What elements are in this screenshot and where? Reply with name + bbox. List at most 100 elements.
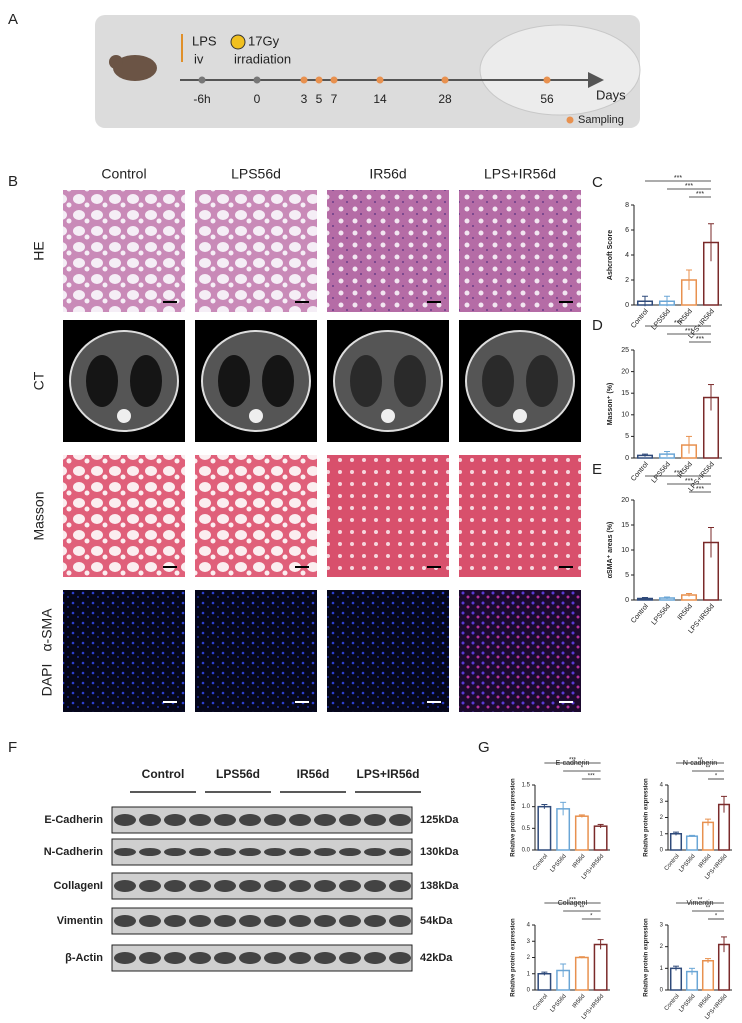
- significance-label: ***: [674, 470, 682, 477]
- bar: [593, 943, 608, 991]
- ct-body: [333, 330, 443, 432]
- ct-lung: [130, 355, 162, 407]
- irradiation-label: irradiation: [234, 51, 291, 66]
- bar: [701, 821, 715, 851]
- timepoint-label: -6h: [193, 92, 210, 106]
- significance-label: ***: [569, 758, 577, 764]
- y-tick-label: 2: [660, 944, 664, 950]
- ct-spine: [117, 409, 131, 423]
- blot-band: [389, 814, 411, 826]
- histology-image: [195, 590, 317, 712]
- blot-band: [239, 915, 261, 927]
- blot-band: [364, 848, 386, 856]
- ct-lung: [350, 355, 382, 407]
- column-label: LPS56d: [231, 166, 281, 182]
- significance-label: **: [706, 766, 711, 772]
- y-tick-label: 15: [621, 390, 629, 397]
- x-tick-label: Control: [532, 853, 549, 872]
- panel-label: E: [592, 461, 602, 478]
- y-tick-label: 1: [660, 831, 664, 837]
- y-tick-label: 0: [625, 455, 629, 462]
- blot-band: [264, 915, 286, 927]
- y-tick-label: 0.5: [522, 826, 531, 832]
- y-axis-label: Ashcroft Score: [607, 230, 614, 280]
- bar: [537, 973, 552, 991]
- blot-strip: [111, 838, 413, 866]
- column-label: LPS+IR56d: [484, 166, 556, 182]
- timepoint-label: 28: [438, 92, 452, 106]
- route-label: iv: [194, 51, 204, 66]
- size-label: 42kDa: [420, 952, 453, 964]
- blot-band: [289, 915, 311, 927]
- blot-band: [314, 848, 336, 856]
- x-tick-label: LPS56d: [550, 993, 568, 1013]
- timepoint-label: 3: [301, 92, 308, 106]
- row-label-sma: α-SMA: [39, 608, 55, 652]
- ct-lung: [86, 355, 118, 407]
- size-label: 125kDa: [420, 814, 459, 826]
- y-tick-label: 4: [625, 252, 629, 259]
- y-tick-label: 0: [660, 988, 664, 994]
- blot-band: [264, 952, 286, 964]
- column-label: IR56d: [369, 166, 406, 182]
- y-tick-label: 8: [625, 202, 629, 209]
- y-tick-label: 5: [625, 572, 629, 579]
- mouse-icon: [113, 55, 157, 81]
- blot-band: [289, 952, 311, 964]
- y-tick-label: 1.0: [522, 804, 531, 810]
- size-label: 138kDa: [420, 880, 459, 892]
- panel-label: F: [8, 739, 17, 756]
- x-tick-label: IR56d: [677, 603, 694, 622]
- y-tick-label: 4: [660, 783, 664, 789]
- y-tick-label: 3: [660, 799, 664, 805]
- blot-band: [339, 952, 361, 964]
- x-tick-label: LPS56d: [651, 461, 672, 485]
- row-label: CT: [31, 371, 47, 390]
- legend-dot: [566, 116, 574, 124]
- timepoint-dot: [330, 76, 338, 84]
- histology-image: [459, 455, 581, 577]
- histology-image: [459, 190, 581, 312]
- blot-band: [189, 814, 211, 826]
- blot-band: [239, 814, 261, 826]
- blot-band: [114, 814, 136, 826]
- blot-band: [164, 880, 186, 892]
- legend-label: Sampling: [578, 114, 624, 126]
- blot-band: [114, 880, 136, 892]
- significance-label: **: [698, 898, 703, 904]
- x-tick-label: LPS56d: [550, 853, 568, 873]
- significance-label: ***: [696, 336, 704, 343]
- blot-band: [339, 848, 361, 856]
- blot-band: [139, 915, 161, 927]
- blot-strip: [111, 806, 413, 834]
- y-tick-label: 25: [621, 347, 629, 354]
- y-tick-label: 15: [621, 522, 629, 529]
- x-tick-label: Control: [630, 603, 650, 625]
- y-tick-label: 1: [527, 971, 531, 977]
- blot-band: [364, 952, 386, 964]
- histology-image: [63, 455, 185, 577]
- y-tick-label: 3: [527, 939, 531, 945]
- blot-band: [214, 848, 236, 856]
- significance-label: **: [580, 906, 585, 912]
- y-tick-label: 3: [660, 923, 664, 929]
- blot-band: [289, 848, 311, 856]
- bar: [574, 956, 589, 991]
- timepoint-label: 56: [540, 92, 554, 106]
- ct-body: [201, 330, 311, 432]
- blot-band: [139, 814, 161, 826]
- protein-label: E-Cadherin: [44, 814, 103, 826]
- timepoint-label: 0: [254, 92, 261, 106]
- timepoint-dot: [441, 76, 449, 84]
- blot-band: [364, 915, 386, 927]
- blot-band: [189, 880, 211, 892]
- ct-lung: [218, 355, 250, 407]
- blot-band: [164, 848, 186, 856]
- x-tick-label: IR56d: [698, 853, 713, 869]
- significance-label: **: [698, 758, 703, 764]
- blot-band: [389, 915, 411, 927]
- y-tick-label: 0: [625, 302, 629, 309]
- timepoint-label: 7: [331, 92, 338, 106]
- blot-band: [364, 880, 386, 892]
